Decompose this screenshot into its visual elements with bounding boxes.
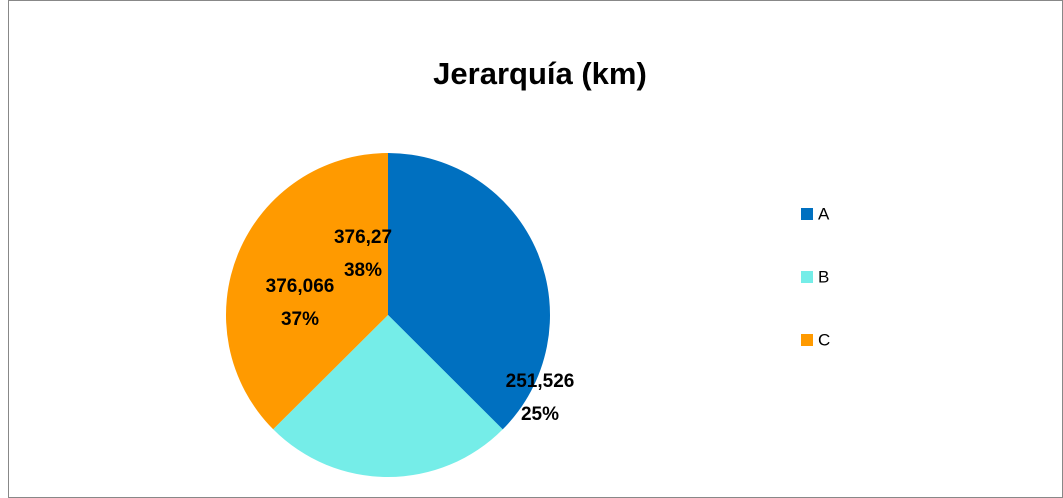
percent-label: 37% — [281, 309, 319, 330]
chart-title: Jerarquía (km) — [433, 56, 647, 91]
data-label: 251,526 — [506, 371, 575, 392]
legend-label: A — [818, 204, 830, 223]
legend-swatch — [801, 271, 813, 283]
legend-swatch — [801, 208, 813, 220]
legend-swatch — [801, 334, 813, 346]
percent-label: 25% — [521, 404, 559, 425]
pie-slice — [225, 153, 388, 430]
pie-slice — [388, 153, 550, 430]
data-label: 376,066 — [266, 276, 335, 297]
percent-label: 38% — [344, 260, 382, 281]
legend-label: C — [818, 330, 830, 349]
legend-label: B — [818, 267, 829, 286]
pie-slice — [273, 315, 503, 478]
data-label: 376,27 — [334, 227, 392, 248]
